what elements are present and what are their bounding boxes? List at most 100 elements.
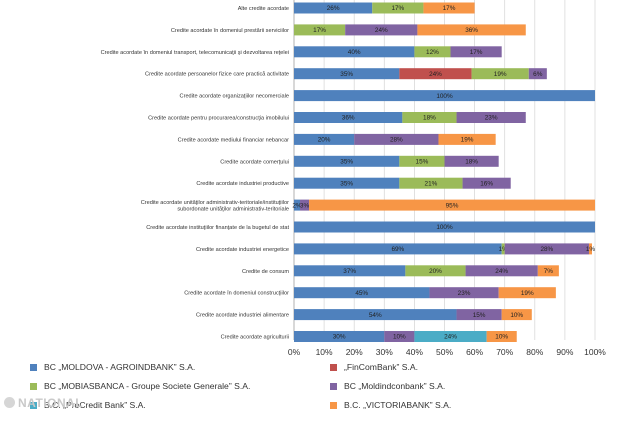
- bar-value-label: 3%: [300, 202, 310, 209]
- x-tick-label: 60%: [466, 347, 483, 357]
- bar-value-label: 18%: [423, 115, 436, 122]
- bar-segment: [294, 177, 400, 189]
- category-label: Credite acordate comerţului: [220, 159, 289, 165]
- bar-segment: [456, 112, 526, 123]
- legend-item: BC „Moldindconbank” S.A.: [330, 381, 445, 391]
- x-tick-label: 40%: [406, 347, 423, 357]
- bar-value-label: 100%: [436, 224, 453, 231]
- legend-item: B.C. „ProCredit Bank” S.A.: [30, 400, 146, 410]
- watermark-logo-icon: [4, 397, 15, 408]
- bar-segment: [450, 46, 502, 58]
- x-tick-label: 0%: [288, 347, 301, 357]
- bars: 26% 17% 17% 17% 24% 36% 40% 12% 17% 35% 24% 19% 6% 10…: [292, 2, 595, 342]
- bar-segment: [399, 68, 472, 80]
- legend-item: BC „MOLDOVA - AGROINDBANK” S.A.: [30, 362, 195, 372]
- legend-item: „FinComBank” S.A.: [330, 362, 418, 372]
- bar-segment: [294, 331, 385, 342]
- bar-value-label: 16%: [480, 180, 493, 187]
- bar-segment: [354, 133, 439, 145]
- x-tick-label: 70%: [496, 347, 513, 357]
- bar-value-label: 1%: [499, 246, 509, 253]
- bar-segment: [294, 2, 373, 14]
- bar-segment: [294, 243, 502, 255]
- bar-segment: [486, 331, 517, 342]
- bar-segment: [294, 155, 400, 167]
- bar-value-label: 17%: [470, 49, 483, 56]
- bar-segment: [588, 243, 592, 255]
- bar-value-label: 21%: [425, 180, 438, 187]
- bar-segment: [414, 46, 451, 58]
- category-label: Credite de consum: [242, 269, 289, 275]
- bar-segment: [294, 46, 415, 58]
- bar-segment: [498, 287, 556, 299]
- bar-value-label: 15%: [416, 159, 429, 166]
- bar-value-label: 24%: [375, 27, 388, 34]
- bar-value-label: 37%: [343, 268, 356, 275]
- bar-value-label: 20%: [318, 137, 331, 144]
- bar-segment: [402, 112, 457, 123]
- category-label: Credite acordate pentru procurarea/const…: [148, 116, 289, 122]
- bar-value-label: 19%: [521, 290, 534, 297]
- category-label: subordonate unităţilor administrativ-ter…: [177, 206, 289, 212]
- bar-segment: [399, 177, 463, 189]
- legend-label: „FinComBank” S.A.: [344, 362, 419, 372]
- legend-label: BC „MOLDOVA - AGROINDBANK” S.A.: [44, 362, 196, 372]
- bar-value-label: 6%: [533, 71, 543, 78]
- bar-value-label: 24%: [495, 268, 508, 275]
- category-label: Credite acordate mediului financiar neba…: [178, 137, 289, 143]
- bar-value-label: 17%: [391, 5, 404, 12]
- bar-segment: [294, 287, 430, 299]
- bar-value-label: 18%: [465, 159, 478, 166]
- bar-value-label: 26%: [327, 5, 340, 12]
- bar-segment: [429, 287, 499, 299]
- bar-segment: [309, 199, 595, 211]
- bar-value-label: 19%: [461, 137, 474, 144]
- legend-label: B.C. „ProCredit Bank” S.A.: [44, 400, 146, 410]
- bar-value-label: 24%: [429, 71, 442, 78]
- bar-segment: [345, 24, 418, 36]
- legend-swatch: [30, 401, 37, 409]
- bar-value-label: 28%: [540, 246, 553, 253]
- category-label: Credite acordate industriei energetice: [196, 247, 289, 253]
- bar-value-label: 23%: [458, 290, 471, 297]
- bar-segment: [456, 309, 502, 321]
- bar-value-label: 36%: [342, 115, 355, 122]
- bar-segment: [444, 155, 499, 167]
- bar-value-label: 7%: [544, 268, 554, 275]
- legend-item: BC „MOBIASBANCA - Groupe Societe General…: [30, 381, 250, 391]
- bar-segment: [501, 309, 532, 321]
- bar-value-label: 10%: [393, 334, 406, 341]
- bar-segment: [294, 90, 595, 102]
- category-label: Credite acordate în domeniul transport, …: [101, 50, 289, 56]
- x-tick-label: 10%: [316, 347, 333, 357]
- category-label: Credite acordate organizaţiilor necomerc…: [180, 94, 289, 100]
- bar-value-label: 10%: [510, 312, 523, 319]
- bar-segment: [462, 177, 511, 189]
- bar-value-label: 100%: [436, 93, 453, 100]
- bar-value-label: 35%: [340, 71, 353, 78]
- bar-value-label: 28%: [390, 137, 403, 144]
- bar-value-label: 15%: [473, 312, 486, 319]
- bar-value-label: 2%: [292, 202, 302, 209]
- category-label: Alte credite acordate: [238, 6, 289, 12]
- legend-swatch: [330, 363, 337, 371]
- bar-segment: [300, 199, 310, 211]
- legend-swatch: [330, 401, 337, 409]
- x-tick-label: 30%: [376, 347, 393, 357]
- x-tick-label: 80%: [526, 347, 543, 357]
- bar-segment: [294, 309, 457, 321]
- category-labels: Alte credite acordate Credite acordate în…: [101, 6, 290, 341]
- bar-value-label: 95%: [446, 202, 459, 209]
- bar-segment: [294, 24, 346, 36]
- bar-segment: [438, 133, 496, 145]
- x-tick-label: 100%: [584, 347, 606, 357]
- bar-segment: [465, 265, 538, 277]
- bar-value-label: 19%: [494, 71, 507, 78]
- category-label: Credite acordate în domeniul construcţii…: [184, 291, 289, 297]
- category-label: Credite acordate industriei productive: [196, 181, 289, 187]
- bar-value-label: 40%: [348, 49, 361, 56]
- bar-value-label: 10%: [495, 334, 508, 341]
- category-label: Credite acordate instituţiilor finanţate…: [146, 225, 289, 231]
- category-label: Credite acordate industriei alimentare: [196, 313, 289, 319]
